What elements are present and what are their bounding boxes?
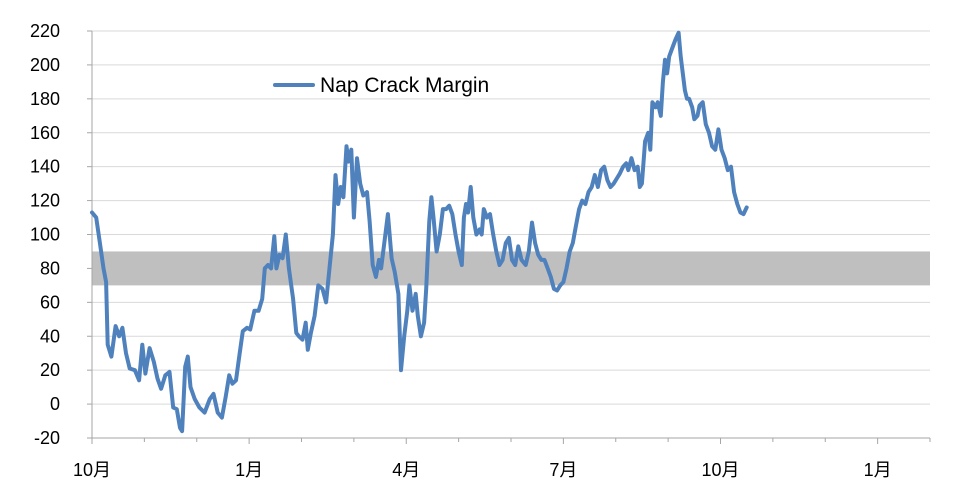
- y-tick-label: 100: [30, 225, 60, 245]
- y-tick-label: -20: [34, 428, 60, 448]
- y-tick-label: 60: [40, 292, 60, 312]
- y-tick-label: 20: [40, 360, 60, 380]
- legend: Nap Crack Margin: [273, 74, 489, 97]
- x-tick-label: 1月: [235, 460, 263, 480]
- y-tick-label: 160: [30, 123, 60, 143]
- y-tick-label: 220: [30, 21, 60, 41]
- y-tick-label: 200: [30, 55, 60, 75]
- x-axis: 10月 1月 4月 7月 10月 1月: [73, 437, 931, 480]
- y-tick-label: 80: [40, 258, 60, 278]
- x-tick-label: 4月: [392, 460, 420, 480]
- gridlines: [87, 30, 930, 439]
- y-tick-label: 140: [30, 157, 60, 177]
- y-tick-label: 120: [30, 191, 60, 211]
- legend-label: Nap Crack Margin: [320, 74, 489, 97]
- y-tick-label: 0: [50, 394, 60, 414]
- x-tick-label: 10月: [701, 460, 739, 480]
- x-tick-label: 7月: [549, 460, 577, 480]
- series-line-nap-crack-margin: [90, 30, 749, 434]
- x-tick-label: 1月: [864, 460, 892, 480]
- y-tick-label: 180: [30, 89, 60, 109]
- x-tick-label: 10月: [73, 460, 111, 480]
- y-tick-label: 40: [40, 326, 60, 346]
